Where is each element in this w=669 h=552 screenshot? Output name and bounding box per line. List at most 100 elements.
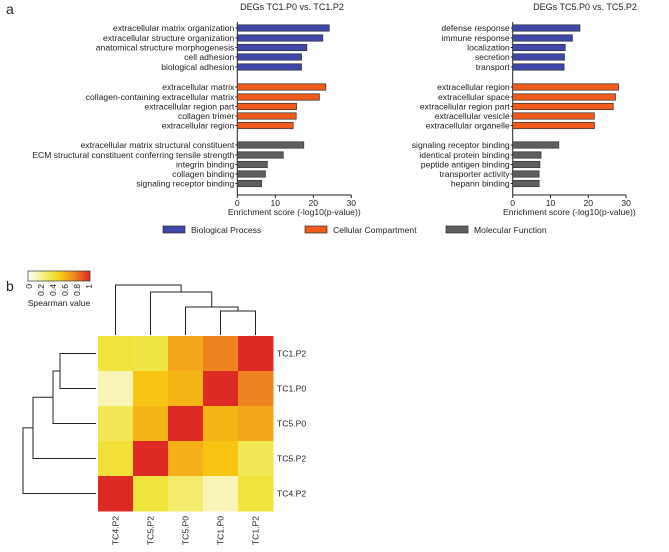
bar bbox=[512, 121, 595, 130]
row-label: TC5.P2 bbox=[277, 454, 306, 464]
category-legend: Biological Process Cellular Compartment Mo… bbox=[162, 225, 547, 235]
bar-label: extracellular organelle bbox=[426, 121, 510, 131]
colorbar-tick-label: 0.2 bbox=[36, 284, 46, 296]
column-dendrogram bbox=[220, 310, 256, 335]
x-tick-label: 20 bbox=[309, 198, 319, 208]
bar bbox=[236, 170, 266, 178]
row-dendrogram bbox=[52, 370, 96, 424]
bar-label: cell adhesion bbox=[184, 52, 234, 62]
heatmap-cell bbox=[98, 371, 134, 407]
colorbar-tick-label: 1 bbox=[84, 284, 94, 289]
row-dendrogram bbox=[59, 353, 96, 389]
bar-label: extracellular region bbox=[437, 82, 510, 92]
bar-label: signaling receptor binding bbox=[136, 179, 234, 189]
bar bbox=[512, 24, 581, 32]
bar-label: signaling receptor binding bbox=[412, 140, 510, 150]
bar bbox=[236, 93, 320, 101]
bar-label: anatomical structure morphogenesis bbox=[96, 43, 235, 53]
bar-label: localization bbox=[467, 43, 510, 53]
colorbar-title: Spearman value bbox=[28, 298, 91, 308]
bar bbox=[236, 53, 302, 61]
heatmap-cell bbox=[238, 476, 274, 512]
colorbar-tick-label: 0.4 bbox=[48, 284, 58, 296]
bar bbox=[512, 43, 566, 52]
heatmap-cell bbox=[238, 336, 274, 372]
column-dendrogram bbox=[150, 291, 213, 335]
heatmap-cell bbox=[238, 441, 274, 477]
heatmap: TC1.P2 TC1.P0 TC5.P0 TC5.P2 TC4.P2 TC4.P2 TC5.… bbox=[22, 270, 306, 545]
row-label: TC1.P0 bbox=[277, 384, 306, 394]
bar-label: extracellular matrix structural constitu… bbox=[81, 140, 235, 150]
bar bbox=[236, 160, 268, 169]
legend-label: Molecular Function bbox=[474, 225, 547, 235]
heatmap-cell bbox=[238, 371, 274, 407]
heatmap-cell bbox=[98, 406, 134, 442]
bar bbox=[236, 112, 297, 120]
x-tick-label: 0 bbox=[510, 198, 515, 208]
legend-swatch bbox=[304, 225, 328, 234]
bar bbox=[236, 34, 324, 42]
legend-label: Biological Process bbox=[191, 225, 261, 235]
bar-label: extracellular region part bbox=[144, 102, 234, 112]
colorbar bbox=[27, 270, 91, 282]
bar-label: extracellular region bbox=[162, 121, 235, 131]
bar-label: heparin binding bbox=[451, 179, 510, 189]
heatmap-cell bbox=[168, 406, 204, 442]
heatmap-cell bbox=[203, 371, 239, 407]
row-label: TC1.P2 bbox=[277, 349, 306, 359]
legend-swatch bbox=[162, 225, 186, 234]
bar bbox=[236, 179, 262, 188]
bar-label: extracellular matrix organization bbox=[113, 23, 235, 33]
bar-label: biological adhesion bbox=[161, 62, 234, 72]
heatmap-cell bbox=[168, 476, 204, 512]
bar bbox=[512, 170, 540, 178]
column-label: TC1.P0 bbox=[216, 516, 226, 545]
bar-label: collagen binding bbox=[172, 169, 234, 179]
heatmap-cell bbox=[168, 441, 204, 477]
heatmap-cell bbox=[133, 371, 169, 407]
heatmap-cell bbox=[133, 336, 169, 372]
x-axis-title: Enrichment score (-log10(p-value)) bbox=[228, 207, 361, 217]
bar-label: extracellular structure organization bbox=[103, 33, 235, 43]
bar-chart-2: DEGs TC5.P0 vs. TC5.P2 0 10 20 30Enrichment … bbox=[412, 2, 637, 217]
x-tick-label: 30 bbox=[621, 198, 631, 208]
bar-charts: DEGs TC1.P0 vs. TC1.P20 10 20 30Enrichment … bbox=[32, 2, 637, 217]
bar-chart-1: DEGs TC1.P0 vs. TC1.P2 0 10 20 30Enrichment … bbox=[32, 2, 361, 217]
x-tick-label: 0 bbox=[235, 198, 240, 208]
bar bbox=[236, 121, 294, 130]
bar bbox=[512, 53, 565, 61]
colorbar-tick-label: 0.6 bbox=[60, 284, 70, 296]
x-tick-label: 20 bbox=[584, 198, 594, 208]
panel-label-b: b bbox=[6, 278, 14, 294]
bar-label: peptide antigen binding bbox=[421, 160, 510, 170]
bar bbox=[512, 93, 616, 101]
column-label: TC4.P2 bbox=[111, 516, 121, 545]
column-label: TC5.P0 bbox=[181, 516, 191, 545]
bar-label: collagen-containing extracellular matrix bbox=[86, 92, 235, 102]
bar-label: extracellular region part bbox=[420, 102, 510, 112]
column-dendrogram bbox=[115, 284, 182, 335]
bar-label: immune response bbox=[441, 33, 510, 43]
bar bbox=[236, 24, 330, 32]
bar bbox=[512, 141, 560, 149]
heatmap-cell bbox=[238, 406, 274, 442]
x-axis-title: Enrichment score (-log10(p-value)) bbox=[503, 207, 636, 217]
heatmap-cell bbox=[203, 476, 239, 512]
heatmap-cell bbox=[133, 476, 169, 512]
bar-label: transport bbox=[476, 62, 511, 72]
heatmap-cell bbox=[98, 336, 134, 372]
bar bbox=[236, 43, 308, 52]
heatmap-cell bbox=[98, 476, 134, 512]
bar-label: ECM structural constituent conferring te… bbox=[32, 150, 234, 160]
bar bbox=[512, 179, 540, 188]
bar bbox=[236, 102, 297, 111]
chart-title: DEGs TC1.P0 vs. TC1.P2 bbox=[240, 2, 344, 12]
legend-swatch bbox=[445, 225, 469, 234]
x-tick-label: 10 bbox=[546, 198, 556, 208]
row-dendrogram bbox=[32, 396, 96, 459]
heatmap-cell bbox=[203, 336, 239, 372]
colorbar-tick-label: 0.8 bbox=[72, 284, 82, 296]
bar-label: defense response bbox=[441, 23, 510, 33]
bar bbox=[512, 160, 541, 169]
heatmap-cell bbox=[203, 406, 239, 442]
